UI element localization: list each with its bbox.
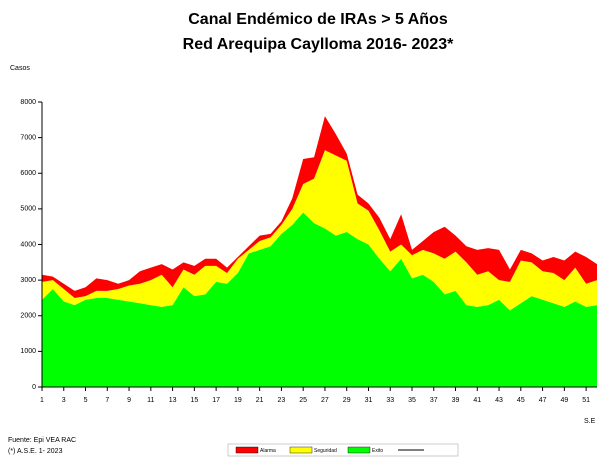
- x-tick-label: 27: [321, 397, 329, 404]
- legend-box: [227, 443, 459, 457]
- legend-label: Exito: [372, 448, 383, 454]
- area: [42, 150, 597, 311]
- x-tick-label: 47: [539, 397, 547, 404]
- x-tick-label: 5: [84, 397, 88, 404]
- area: [42, 212, 597, 387]
- y-tick-label: 6000: [20, 170, 36, 177]
- x-tick-label: 21: [256, 397, 264, 404]
- x-tick-label: 17: [212, 397, 220, 404]
- x-axis-label: S.E: [584, 418, 596, 425]
- x-tick-label: 11: [147, 397, 154, 404]
- x-tick-label: 43: [495, 397, 503, 404]
- x-tick-label: 33: [386, 397, 394, 404]
- y-axis-label: Casos: [10, 65, 30, 72]
- x-tick-label: 39: [452, 397, 460, 404]
- x-tick-label: 51: [582, 397, 590, 404]
- y-tick-label: 0: [32, 384, 36, 391]
- x-tick-label: 13: [169, 397, 177, 404]
- x-tick-label: 3: [62, 397, 66, 404]
- x-tick-label: 45: [517, 397, 525, 404]
- y-tick-label: 3000: [20, 277, 36, 284]
- x-tick-label: 1: [40, 397, 44, 404]
- y-tick-label: 1000: [20, 348, 36, 355]
- legend-swatch: [289, 446, 313, 454]
- legend-label: Alarma: [260, 448, 276, 454]
- x-tick-label: 15: [190, 397, 198, 404]
- legend-swatch: [347, 446, 371, 454]
- chart-subtitle: Red Arequipa Caylloma 2016- 2023*: [183, 36, 454, 53]
- legend-swatch: [235, 446, 259, 454]
- source: Fuente: Epi VEA RAC: [8, 437, 76, 444]
- x-tick-label: 41: [473, 397, 481, 404]
- x-tick-label: 49: [560, 397, 568, 404]
- x-tick-label: 9: [127, 397, 131, 404]
- x-tick-label: 23: [278, 397, 286, 404]
- x-tick-label: 31: [365, 397, 373, 404]
- x-tick-label: 19: [234, 397, 242, 404]
- y-tick-label: 5000: [20, 206, 36, 213]
- x-tick-label: 37: [430, 397, 438, 404]
- y-tick-label: 7000: [20, 134, 36, 141]
- y-tick-label: 4000: [20, 241, 36, 248]
- y-tick-label: 8000: [20, 99, 36, 106]
- y-tick-label: 2000: [20, 313, 36, 320]
- plot-area: [42, 116, 597, 387]
- area: [42, 116, 597, 298]
- x-tick-label: 7: [105, 397, 109, 404]
- note: (*) A.S.E. 1- 2023: [8, 448, 63, 455]
- legend-label: Seguridad: [314, 448, 337, 454]
- x-tick-label: 35: [408, 397, 416, 404]
- x-tick-label: 29: [343, 397, 351, 404]
- chart-title: Canal Endémico de IRAs > 5 Años: [188, 11, 448, 28]
- x-tick-label: 25: [299, 397, 307, 404]
